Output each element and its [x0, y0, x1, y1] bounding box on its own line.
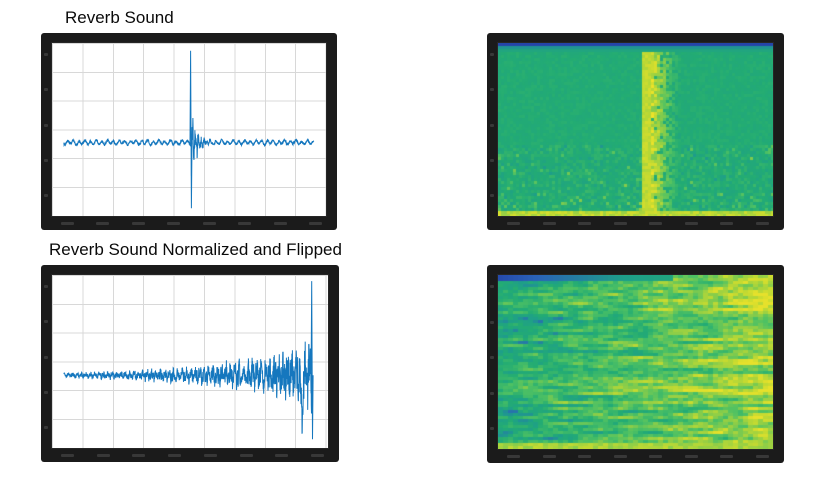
x-tick-smudge [309, 222, 322, 225]
x-tick-smudge [613, 222, 627, 225]
y-tick-smudge [490, 391, 494, 395]
x-tick-smudge [239, 454, 253, 457]
x-tick-smudge [684, 455, 698, 458]
y-tick-smudge [44, 53, 48, 56]
plot-area-normalized-flipped [51, 274, 329, 449]
x-tick-smudge [238, 222, 252, 225]
x-tick-smudge [684, 222, 698, 225]
spectrogram-normalized-flipped [498, 275, 773, 449]
waveform-panel-normalized-flipped [41, 265, 339, 462]
x-tick-smudge [275, 454, 289, 457]
y-tick-smudge [44, 355, 48, 359]
y-tick-smudge [490, 123, 494, 127]
page-title-reverb-normalized-flipped: Reverb Sound Normalized and Flipped [49, 240, 342, 259]
y-tick-smudge [44, 426, 48, 429]
waveform-reverb [63, 50, 315, 209]
waveform-normalized-flipped [63, 281, 314, 440]
y-tick-smudge [490, 194, 494, 197]
x-tick-smudge [756, 455, 769, 458]
x-tick-smudge [720, 455, 734, 458]
x-tick-smudge [649, 222, 663, 225]
x-tick-smudge [96, 222, 110, 225]
x-tick-smudge [507, 455, 520, 458]
page-title-reverb-sound: Reverb Sound [65, 8, 174, 27]
spectrogram-panel-normalized-flipped [487, 265, 784, 463]
y-tick-smudge [490, 356, 494, 359]
waveform-line [63, 50, 315, 209]
x-tick-smudge [273, 222, 287, 225]
x-tick-smudge [61, 222, 74, 225]
spectrogram-panel-reverb [487, 33, 784, 230]
waveform-line [63, 281, 314, 440]
x-tick-smudge [61, 454, 74, 457]
y-tick-smudge [490, 320, 494, 324]
x-tick-smudge [202, 222, 216, 225]
y-tick-smudge [44, 194, 48, 197]
x-tick-smudge [203, 454, 217, 457]
x-tick-smudge [578, 222, 592, 225]
x-tick-smudge [507, 222, 520, 225]
x-tick-smudge [542, 455, 556, 458]
y-tick-smudge [490, 427, 494, 430]
y-tick-smudge [44, 390, 48, 394]
y-tick-smudge [490, 88, 494, 92]
y-tick-smudge [44, 285, 48, 288]
x-tick-smudge [131, 222, 145, 225]
y-tick-smudge [44, 123, 48, 127]
plot-area-spectrogram-reverb [497, 42, 774, 217]
x-tick-smudge [613, 455, 627, 458]
y-tick-smudge [44, 88, 48, 92]
x-tick-smudge [311, 454, 324, 457]
y-tick-smudge [44, 320, 48, 324]
x-tick-smudge [132, 454, 146, 457]
y-tick-smudge [490, 53, 494, 56]
x-tick-smudge [96, 454, 110, 457]
y-tick-smudge [490, 158, 494, 162]
plot-area-reverb [51, 42, 327, 217]
grid-lines [52, 43, 326, 216]
x-tick-smudge [542, 222, 556, 225]
y-tick-smudge [490, 285, 494, 288]
waveform-panel-reverb [41, 33, 337, 230]
grid-lines [52, 275, 328, 448]
x-tick-smudge [578, 455, 592, 458]
x-tick-smudge [756, 222, 769, 225]
x-tick-smudge [720, 222, 734, 225]
spectrogram-reverb [498, 43, 773, 216]
x-tick-smudge [167, 222, 181, 225]
y-tick-smudge [44, 158, 48, 162]
plot-area-spectrogram-normalized-flipped [497, 274, 774, 450]
x-tick-smudge [649, 455, 663, 458]
x-tick-smudge [168, 454, 182, 457]
